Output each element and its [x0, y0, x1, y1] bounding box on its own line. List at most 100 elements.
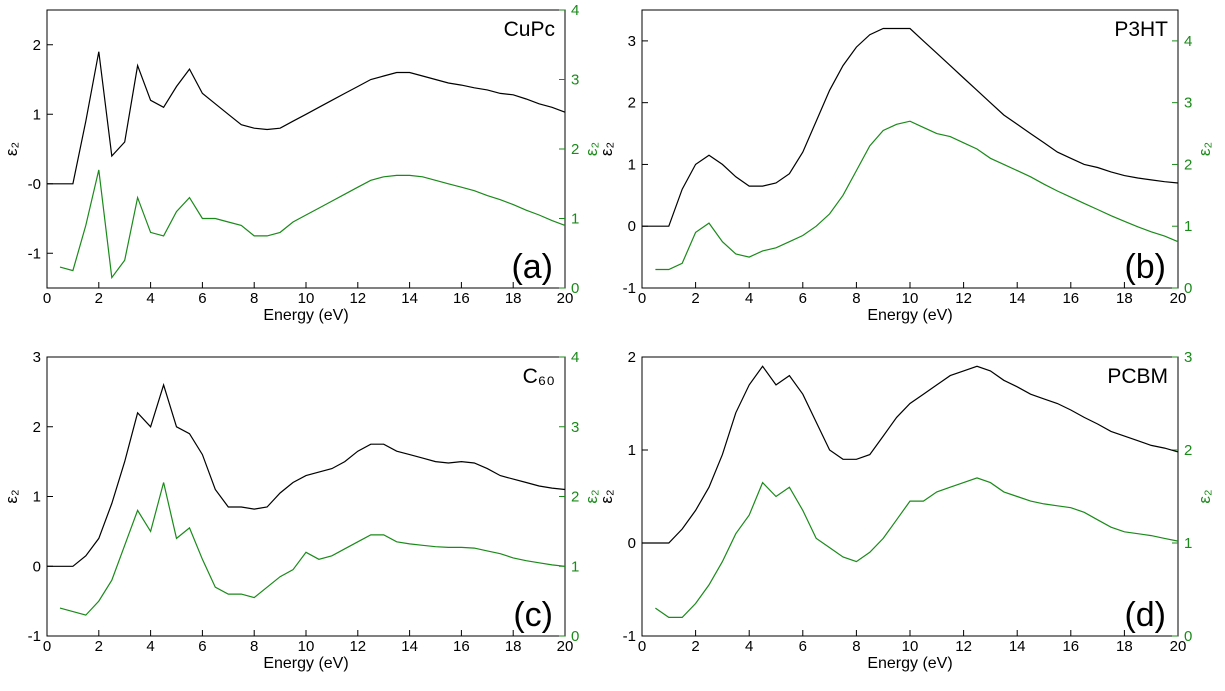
x-tick-label: 10	[902, 290, 919, 307]
y2-tick-label: 2	[1184, 156, 1192, 173]
y2-tick-label: 0	[1184, 280, 1192, 297]
x-tick-label: 0	[638, 638, 646, 655]
y-tick-label: 1	[33, 106, 41, 123]
x-tick-label: 16	[453, 638, 470, 655]
x-tick-label: 6	[799, 638, 807, 655]
y2-axis-label: ε₂	[582, 142, 601, 156]
x-axis-label: Energy (eV)	[867, 655, 952, 672]
x-axis-label: Energy (eV)	[867, 307, 952, 324]
panel-title: P3HT	[1114, 18, 1168, 41]
y2-tick-label: 2	[1184, 442, 1192, 459]
y-axis-label: ε₂	[2, 142, 21, 156]
plot-frame	[641, 356, 1179, 637]
y-tick-label: 1	[628, 442, 636, 459]
plot-frame	[46, 9, 566, 289]
y2-tick-label: 3	[571, 72, 579, 89]
y-axis-label: ε₂	[597, 142, 616, 156]
x-tick-label: 4	[745, 638, 753, 655]
x-tick-label: 8	[250, 290, 258, 307]
data-line	[655, 477, 1179, 618]
data-line	[642, 27, 1179, 227]
x-tick-label: 2	[95, 638, 103, 655]
data-line	[642, 365, 1179, 544]
x-tick-label: 16	[1062, 638, 1079, 655]
x-tick-label: 18	[1116, 290, 1133, 307]
panel-label: (c)	[513, 596, 553, 634]
x-tick-label: 14	[1009, 290, 1026, 307]
x-tick-label: 18	[1116, 638, 1133, 655]
y-tick-label: -1	[28, 628, 41, 645]
x-tick-label: 2	[95, 290, 103, 307]
x-tick-label: 12	[349, 638, 366, 655]
x-tick-label: 8	[250, 638, 258, 655]
x-tick-label: 14	[401, 638, 418, 655]
x-tick-label: 14	[1009, 638, 1026, 655]
panel-title: PCBM	[1107, 365, 1168, 388]
y-tick-label: -1	[623, 280, 636, 297]
y2-tick-label: 4	[571, 2, 579, 19]
x-tick-label: 16	[453, 290, 470, 307]
y-tick-label: 1	[628, 156, 636, 173]
y-tick-label: 0	[628, 218, 636, 235]
y2-tick-label: 2	[571, 489, 579, 506]
y-tick-label: 0	[33, 558, 41, 575]
y2-tick-label: 1	[571, 558, 579, 575]
y2-tick-label: 0	[571, 280, 579, 297]
y2-tick-label: 0	[571, 628, 579, 645]
x-tick-label: 0	[638, 290, 646, 307]
y-tick-label: 3	[628, 33, 636, 50]
x-tick-label: 20	[557, 290, 574, 307]
x-tick-label: 20	[1170, 290, 1187, 307]
x-axis-label: Energy (eV)	[263, 307, 348, 324]
panel-title: C₆₀	[523, 365, 555, 388]
y2-tick-label: 1	[571, 211, 579, 228]
y-tick-label: 2	[33, 37, 41, 54]
y-tick-label: 2	[628, 95, 636, 112]
plot-frame	[46, 356, 566, 637]
y-axis-label: ε₂	[597, 489, 616, 503]
x-tick-label: 20	[1170, 638, 1187, 655]
x-tick-label: 12	[349, 290, 366, 307]
x-tick-label: 4	[146, 638, 154, 655]
x-tick-label: 2	[691, 638, 699, 655]
panel-label: (d)	[1124, 596, 1166, 634]
x-tick-label: 4	[146, 290, 154, 307]
y2-tick-label: 3	[1184, 349, 1192, 366]
y-axis-label: ε₂	[2, 489, 21, 503]
y2-tick-label: 1	[1184, 218, 1192, 235]
y2-axis-label: ε₂	[582, 489, 601, 503]
x-tick-label: 12	[955, 290, 972, 307]
y2-tick-label: 4	[1184, 33, 1192, 50]
y-tick-label: 2	[33, 419, 41, 436]
x-tick-label: 6	[198, 638, 206, 655]
x-tick-label: 18	[505, 638, 522, 655]
y2-tick-label: 1	[1184, 535, 1192, 552]
y2-tick-label: 4	[571, 349, 579, 366]
y2-tick-label: 0	[1184, 628, 1192, 645]
panel-label: (a)	[511, 248, 553, 286]
y-tick-label: -1	[28, 245, 41, 262]
y-tick-label: -1	[623, 628, 636, 645]
panel-label: (b)	[1124, 248, 1166, 286]
y2-axis-label: ε₂	[1195, 489, 1214, 503]
y2-tick-label: 3	[1184, 95, 1192, 112]
x-tick-label: 0	[43, 638, 51, 655]
x-tick-label: 12	[955, 638, 972, 655]
x-tick-label: 6	[198, 290, 206, 307]
x-tick-label: 4	[745, 290, 753, 307]
x-tick-label: 10	[902, 638, 919, 655]
data-line	[59, 482, 566, 616]
x-tick-label: 8	[852, 638, 860, 655]
x-axis-label: Energy (eV)	[263, 655, 348, 672]
x-tick-label: 6	[799, 290, 807, 307]
x-tick-label: 14	[401, 290, 418, 307]
y-tick-label: 2	[628, 349, 636, 366]
y2-axis-label: ε₂	[1195, 142, 1214, 156]
x-tick-label: 10	[298, 638, 315, 655]
plot-frame	[641, 9, 1179, 289]
x-tick-label: 16	[1062, 290, 1079, 307]
x-tick-label: 2	[691, 290, 699, 307]
data-line	[655, 120, 1179, 271]
y-tick-label: 0	[628, 535, 636, 552]
